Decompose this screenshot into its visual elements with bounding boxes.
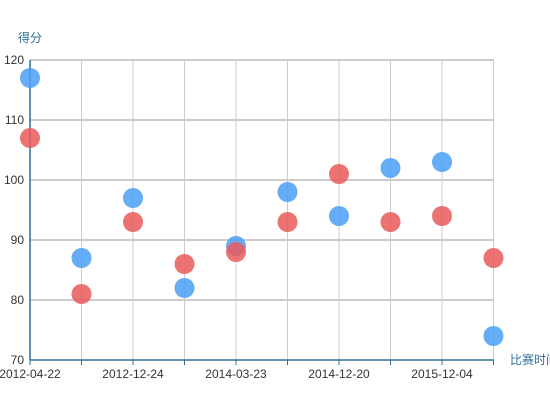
x-tick-label: 2015-12-04 <box>411 367 473 381</box>
data-point-series-2 <box>71 284 92 304</box>
data-point-series-1 <box>329 206 349 226</box>
x-tick-label: 2014-12-20 <box>308 367 370 381</box>
x-tick-label: 2012-12-24 <box>102 367 164 381</box>
data-point-series-1 <box>123 188 143 208</box>
data-point-series-2 <box>329 164 349 184</box>
data-point-series-2 <box>123 212 143 232</box>
grid-lines <box>30 59 494 360</box>
data-point-series-1 <box>20 68 40 88</box>
y-tick-label: 70 <box>11 353 25 367</box>
data-point-series-2 <box>432 206 452 226</box>
x-tick-label: 2012-04-22 <box>0 367 61 381</box>
axes <box>29 60 494 365</box>
data-point-series-1 <box>483 326 504 346</box>
y-tick-label: 110 <box>5 113 24 127</box>
data-point-series-2 <box>20 128 40 148</box>
x-axis-label: 比赛时间 <box>510 352 550 367</box>
x-tick-label: 2014-03-23 <box>205 367 267 381</box>
data-point-series-2 <box>226 242 246 262</box>
data-point-series-1 <box>380 158 401 178</box>
data-point-series-1 <box>432 152 452 172</box>
data-point-series-1 <box>277 182 298 202</box>
data-point-series-2 <box>380 212 401 232</box>
y-axis-label: 得分 <box>18 30 42 45</box>
data-point-series-1 <box>174 278 195 298</box>
y-tick-label: 80 <box>11 293 25 307</box>
y-tick-label: 120 <box>4 53 24 67</box>
data-point-series-2 <box>483 248 504 268</box>
data-points <box>20 68 504 346</box>
y-tick-label: 90 <box>11 233 25 247</box>
data-point-series-2 <box>174 254 195 274</box>
tick-labels: 70 80 90 100 110 120 2012-04-22 2012-12-24 2014-… <box>0 53 473 381</box>
data-point-series-1 <box>71 248 92 268</box>
data-point-series-2 <box>277 212 298 232</box>
y-tick-label: 100 <box>4 173 24 187</box>
